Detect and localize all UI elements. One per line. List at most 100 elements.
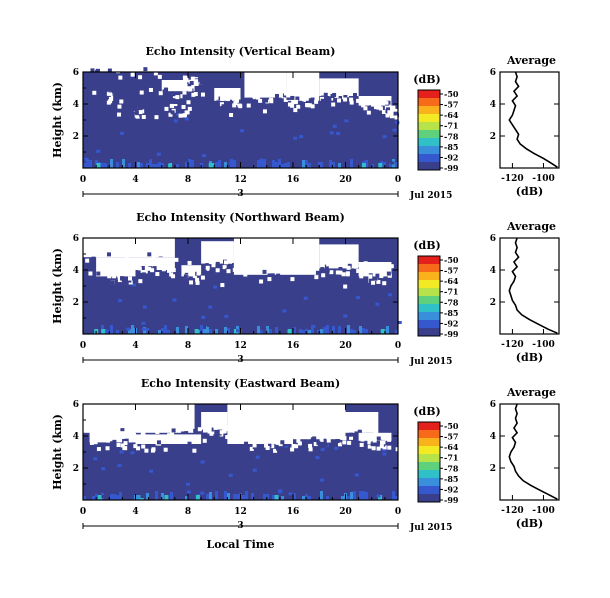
ground-echo-cell <box>206 494 209 500</box>
gap-edge-cell <box>343 263 348 268</box>
noise-cell <box>84 157 89 161</box>
ground-echo-cell <box>260 330 263 334</box>
ground-echo-cell <box>176 493 179 500</box>
colorbar-label: -50 <box>444 421 459 431</box>
ground-echo-cell <box>296 163 299 168</box>
gap-regions <box>90 67 400 121</box>
ground-echo-cell <box>83 163 86 168</box>
ground-echo-cell <box>302 496 305 500</box>
gap-edge-cell <box>217 431 222 436</box>
ground-echo-cell <box>362 328 365 334</box>
colorbar-label: -85 <box>444 474 458 484</box>
noise-cell <box>126 287 131 291</box>
gap-edge-cell <box>106 438 111 443</box>
ground-echo-cell <box>143 491 146 500</box>
gap-edge-cell <box>117 278 122 283</box>
ground-echo-cell <box>248 160 251 168</box>
gap-edge-cell <box>395 108 400 113</box>
noise-cell <box>343 314 348 318</box>
ground-echo-cell <box>92 159 95 168</box>
gap-edge-cell <box>182 94 187 99</box>
x-tick-label: 16 <box>287 175 300 185</box>
gap-edge-cell <box>341 272 346 277</box>
gap-edge-cell <box>187 90 192 95</box>
gap-edge-cell <box>162 89 167 94</box>
gap-edge-cell <box>276 273 281 278</box>
colorbar-swatch <box>418 154 440 163</box>
gap-speck <box>258 98 263 103</box>
gap-edge-cell <box>233 101 238 106</box>
noise-cell <box>154 484 159 488</box>
gap-edge-cell <box>123 441 128 446</box>
ground-echo-cell <box>347 163 350 168</box>
gap-edge-cell <box>187 87 192 92</box>
gap-block <box>358 432 392 441</box>
ground-echo-cell <box>191 328 194 334</box>
average-title: Average <box>506 386 556 399</box>
gap-edge-cell <box>190 76 195 81</box>
gap-edge-cell <box>389 280 394 285</box>
ground-echo-cell <box>317 492 320 500</box>
gap-edge-cell <box>193 271 198 276</box>
colorbar-label: -85 <box>444 308 458 318</box>
gap-speck <box>389 264 394 269</box>
ground-echo-cell <box>254 493 257 500</box>
gap-edge-cell <box>189 280 194 285</box>
colorbar-swatch <box>418 264 440 273</box>
gap-edge-cell <box>93 438 98 443</box>
gap-edge-cell <box>186 448 191 453</box>
gap-speck <box>89 440 94 445</box>
x-tick-label: 0 <box>395 507 401 517</box>
gap-edge-cell <box>334 93 339 98</box>
ground-echo-cell <box>338 326 341 334</box>
ground-echo-cell <box>320 491 323 500</box>
colorbar-swatch <box>418 146 440 155</box>
gap-speck <box>345 272 350 277</box>
average-y-tick-label: 6 <box>490 234 496 244</box>
colorbar-swatch <box>418 90 440 99</box>
gap-edge-cell <box>243 272 248 277</box>
gap-edge-cell <box>153 71 158 76</box>
noise-cell <box>160 144 165 148</box>
ground-echo-cell <box>104 329 107 334</box>
gap-edge-cell <box>157 274 162 279</box>
gap-edge-cell <box>297 441 302 446</box>
ground-echo-cell <box>356 327 359 334</box>
gap-edge-cell <box>321 273 326 278</box>
ground-echo-cell <box>311 325 314 334</box>
y-axis-label: Height (km) <box>51 414 64 490</box>
y-axis-label: Height (km) <box>51 248 64 324</box>
ground-echo-cell <box>137 326 140 334</box>
ground-echo-cell <box>203 494 206 500</box>
ground-echo-cell <box>269 329 272 334</box>
gap-edge-cell <box>215 261 220 266</box>
ground-echo-cell <box>260 159 263 168</box>
ground-echo-cell <box>86 491 89 500</box>
gap-edge-cell <box>138 110 143 115</box>
ground-echo-cell <box>122 159 125 168</box>
gap-edge-cell <box>170 110 175 115</box>
ground-echo-cell <box>89 160 92 168</box>
gap-edge-cell <box>333 263 338 268</box>
ground-echo-cell <box>113 494 116 500</box>
ground-echo-cell <box>161 328 164 334</box>
noise-cell <box>228 473 233 477</box>
gap-edge-cell <box>275 446 280 451</box>
ground-echo-cell <box>281 496 284 500</box>
ground-echo-cell <box>335 491 338 500</box>
noise-cell <box>351 136 356 140</box>
gap-edge-cell <box>130 72 135 77</box>
gap-edge-cell <box>373 429 378 434</box>
gap-edge-cell <box>359 442 364 447</box>
colorbar-swatch <box>418 422 440 431</box>
noise-cell <box>175 112 180 116</box>
noise-cell <box>395 120 400 124</box>
gap-speck <box>117 104 122 109</box>
ground-echo-cell <box>284 328 287 334</box>
noise-cell <box>213 285 218 289</box>
gap-edge-cell <box>253 97 258 102</box>
colorbar-unit: (dB) <box>413 73 440 86</box>
gap-edge-cell <box>110 280 115 285</box>
colorbar-label: -57 <box>444 432 458 442</box>
ground-echo-cell <box>119 492 122 500</box>
